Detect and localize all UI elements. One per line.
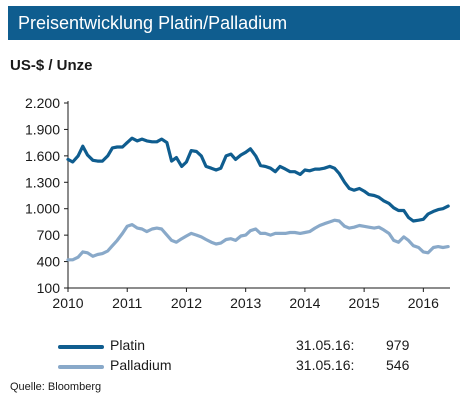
legend-label-palladium: Palladium (110, 357, 172, 373)
y-tick-label: 1.300 (25, 174, 60, 190)
legend-swatch-platin (58, 345, 104, 349)
series-line-platin (66, 136, 450, 223)
y-axis-unit-label: US-$ / Unze (10, 57, 93, 74)
x-tick-label: 2012 (171, 295, 202, 311)
legend-date-platin: 31.05.16: (296, 337, 355, 353)
x-tick-label: 2015 (349, 295, 380, 311)
y-tick-label: 1.600 (25, 148, 60, 164)
legend-swatch-palladium (58, 365, 104, 369)
y-tick-label: 700 (37, 227, 61, 243)
legend-label-platin: Platin (110, 337, 146, 353)
legend-value-palladium: 546 (386, 357, 410, 373)
x-tick-label: 2010 (52, 295, 83, 311)
y-tick-label: 400 (37, 254, 61, 270)
y-tick-label: 100 (37, 280, 61, 296)
source-note: Quelle: Bloomberg (10, 381, 102, 393)
legend-date-palladium: 31.05.16: (296, 357, 355, 373)
series-line-palladium (66, 218, 450, 262)
x-tick-label: 2014 (289, 295, 320, 311)
x-tick-label: 2011 (112, 295, 142, 311)
y-tick-label: 1.900 (25, 121, 60, 137)
y-tick-label: 2.200 (25, 95, 60, 111)
x-tick-label: 2013 (230, 295, 261, 311)
legend-value-platin: 979 (386, 337, 410, 353)
chart-title: Preisentwicklung Platin/Palladium (18, 13, 288, 33)
x-tick-label: 2016 (408, 295, 439, 311)
y-tick-label: 1.000 (25, 201, 60, 217)
title-bar: Preisentwicklung Platin/Palladium (8, 6, 460, 40)
